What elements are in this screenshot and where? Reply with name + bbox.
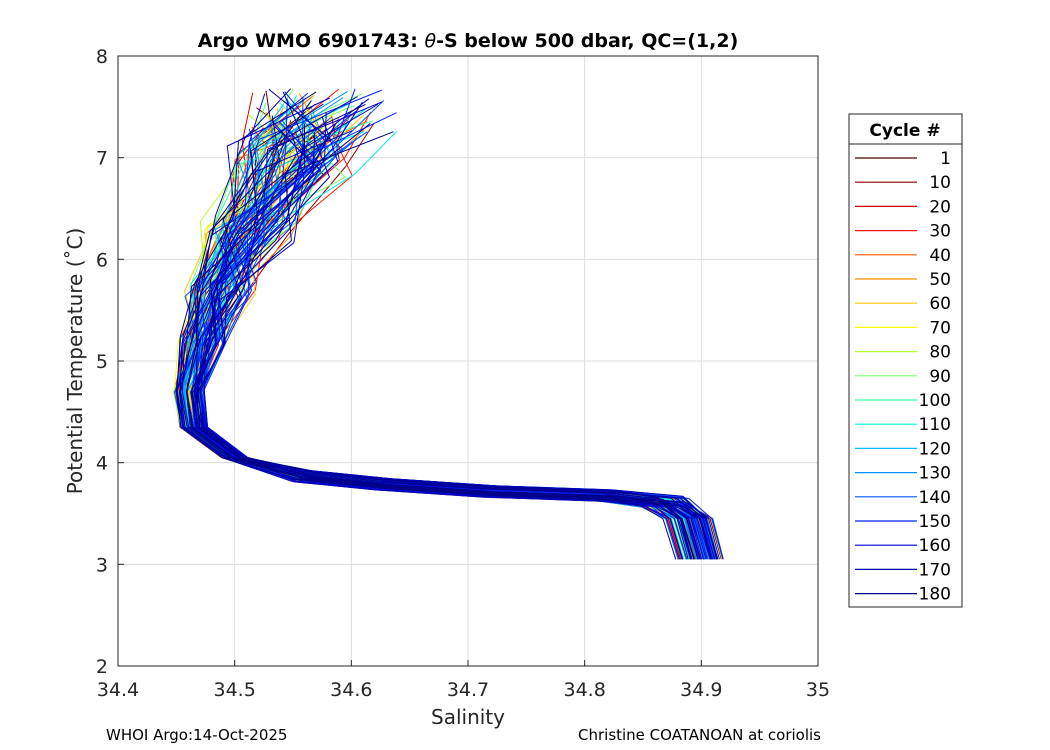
x-tick-label: 34.5 [214,679,256,701]
legend-label-50: 50 [929,270,951,290]
legend-label-40: 40 [929,246,951,266]
x-tick-label: 34.4 [97,679,139,701]
y-tick-label: 4 [96,453,108,475]
legend-label-170: 170 [919,560,951,580]
legend-label-90: 90 [929,367,951,387]
legend-label-60: 60 [929,294,951,314]
cycle-170-profile [190,130,699,560]
y-tick-label: 6 [96,249,108,271]
cycle-180-profile [176,103,696,560]
y-tick-label: 5 [96,351,108,373]
y-tick-label: 3 [96,554,108,576]
legend-label-130: 130 [919,464,951,484]
x-tick-label: 34.7 [447,679,489,701]
legend-label-1: 1 [940,149,951,169]
legend-label-70: 70 [929,318,951,338]
x-tick-label: 34.8 [564,679,606,701]
legend-label-180: 180 [919,585,951,605]
legend-label-100: 100 [919,391,951,411]
y-axis-label: Potential Temperature (˚C) [63,228,87,495]
footer-right-credit: Christine COATANOAN at coriolis [578,726,821,744]
legend-label-20: 20 [929,197,951,217]
cycle-180-profile [186,96,718,560]
y-tick-label: 8 [96,46,108,68]
legend-title: Cycle # [869,121,940,141]
legend-label-80: 80 [929,343,951,363]
y-tick-label: 7 [96,148,108,170]
profile-lines [172,88,724,560]
cycle-180-profile [196,131,692,560]
cycle-170-profile [197,134,712,560]
x-tick-label: 34.9 [680,679,722,701]
cycle-180-profile [176,91,677,560]
cycle-180-profile [185,115,695,560]
legend-label-120: 120 [919,439,951,459]
legend: Cycle # 11020304050607080901001101201301… [848,113,963,608]
footer-left-credit: WHOI Argo:14-Oct-2025 [106,726,288,744]
legend-label-160: 160 [919,536,951,556]
x-tick-label: 34.6 [330,679,372,701]
cycle-180-profile [186,103,701,560]
y-tick-label: 2 [96,656,108,678]
chart-title: Argo WMO 6901743: θ-S below 500 dbar, QC… [198,30,739,52]
x-tick-label: 35 [806,679,830,701]
legend-label-150: 150 [919,512,951,532]
legend-box [848,113,963,608]
legend-label-110: 110 [919,415,951,435]
legend-label-10: 10 [929,173,951,193]
axis-ticks: 34.4 34.5 34.6 34.7 34.8 34.9 35 2 3 4 5 6 7 8 [96,46,830,701]
legend-label-30: 30 [929,222,951,242]
legend-label-140: 140 [919,488,951,508]
x-axis-label: Salinity [431,705,505,729]
